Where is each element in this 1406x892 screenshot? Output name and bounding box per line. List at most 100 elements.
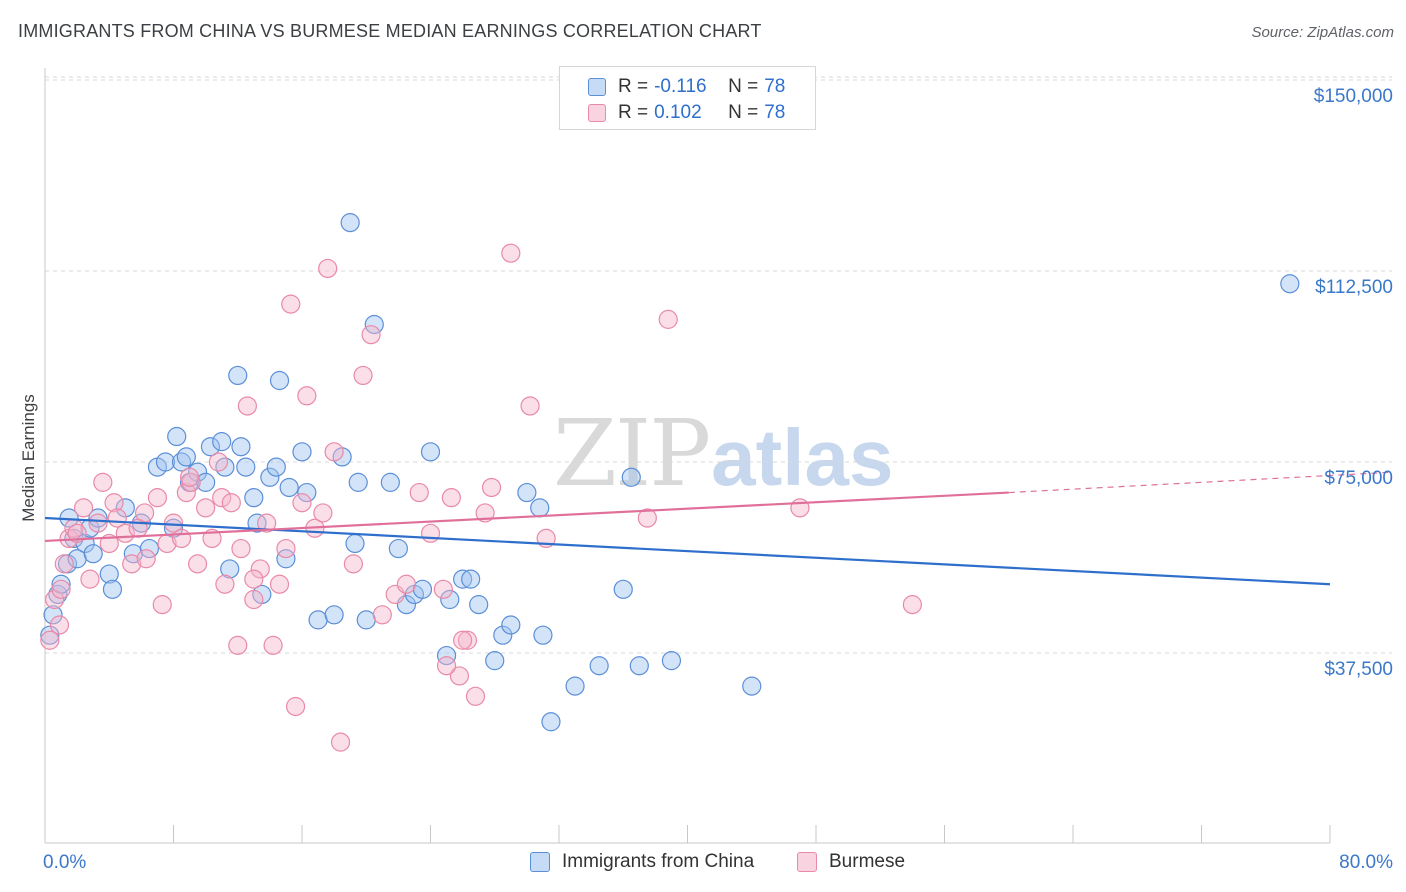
point-burmese xyxy=(453,630,473,650)
point-burmese xyxy=(292,493,312,513)
point-china xyxy=(412,579,433,599)
point-china xyxy=(215,457,235,477)
point-burmese xyxy=(449,666,470,686)
point-china xyxy=(88,508,108,528)
point-china xyxy=(420,442,441,462)
point-burmese xyxy=(269,574,290,594)
point-burmese xyxy=(40,630,60,650)
series-burmese-points xyxy=(40,243,922,752)
point-china xyxy=(279,477,299,498)
point-burmese xyxy=(318,258,338,279)
point-burmese xyxy=(250,559,270,579)
point-burmese xyxy=(902,595,922,615)
point-china xyxy=(260,467,280,487)
point-burmese xyxy=(228,635,248,655)
point-china xyxy=(440,589,460,610)
point-burmese xyxy=(281,294,301,314)
point-china xyxy=(155,452,176,472)
point-burmese xyxy=(51,579,71,599)
chart-title: IMMIGRANTS FROM CHINA VS BURMESE MEDIAN … xyxy=(18,21,762,41)
point-china xyxy=(115,498,135,518)
point-china xyxy=(236,457,256,477)
point-burmese xyxy=(465,686,486,706)
point-burmese xyxy=(263,635,283,655)
point-burmese xyxy=(343,554,363,574)
source-label: Source: ZipAtlas.com xyxy=(1251,24,1394,41)
point-burmese xyxy=(420,523,441,543)
point-china xyxy=(244,488,264,508)
point-china xyxy=(1280,274,1300,294)
point-burmese xyxy=(244,569,264,589)
point-burmese xyxy=(176,482,196,503)
legend-r-label: R = xyxy=(618,76,649,97)
legend-item-burmese[interactable]: Burmese xyxy=(797,851,905,873)
point-burmese xyxy=(520,396,540,416)
legend-item-china[interactable]: Immigrants from China xyxy=(530,851,754,873)
correlation-legend: R = -0.116 N = 78 R = 0.102 N = 78 xyxy=(559,66,816,130)
legend-r-value: -0.116 xyxy=(654,76,707,97)
point-burmese xyxy=(361,325,381,345)
point-burmese xyxy=(330,732,351,752)
point-burmese xyxy=(202,528,222,549)
legend-row-china: R = -0.116 N = 78 xyxy=(588,75,785,99)
point-burmese xyxy=(215,574,235,594)
point-burmese xyxy=(54,554,74,574)
point-china xyxy=(565,676,585,696)
point-burmese xyxy=(501,243,521,263)
point-burmese xyxy=(276,538,296,559)
point-burmese xyxy=(152,595,172,615)
point-burmese xyxy=(67,523,87,543)
point-china xyxy=(661,651,682,671)
point-burmese xyxy=(196,498,216,518)
point-china xyxy=(220,559,240,579)
point-china xyxy=(493,625,513,645)
legend-n-label: N = xyxy=(728,76,759,97)
legend-label-china: Immigrants from China xyxy=(562,851,755,872)
point-burmese xyxy=(396,574,417,594)
point-china xyxy=(380,472,400,492)
point-china xyxy=(453,569,473,589)
point-burmese xyxy=(179,467,200,487)
point-burmese xyxy=(658,309,678,329)
point-burmese xyxy=(285,696,306,717)
point-china xyxy=(176,447,196,467)
point-burmese xyxy=(790,498,810,518)
legend-r-value: 0.102 xyxy=(654,102,702,123)
legend-swatch-china xyxy=(530,852,550,872)
point-china xyxy=(345,533,365,554)
point-burmese xyxy=(104,493,124,513)
legend-row-burmese: R = 0.102 N = 78 xyxy=(588,101,785,125)
point-burmese xyxy=(297,386,317,406)
point-burmese xyxy=(171,528,192,549)
point-china xyxy=(485,651,505,671)
point-china xyxy=(356,610,376,630)
point-china xyxy=(541,712,561,732)
point-china xyxy=(297,482,317,503)
legend-n-value: 78 xyxy=(764,102,786,123)
y-axis-title: Median Earnings xyxy=(19,394,38,522)
point-burmese xyxy=(80,569,100,589)
point-china xyxy=(621,467,641,487)
point-china xyxy=(167,426,187,447)
point-china xyxy=(530,498,550,518)
point-burmese xyxy=(324,442,344,462)
point-china xyxy=(324,605,344,625)
x-tick-label-min: 0.0% xyxy=(43,852,87,873)
point-china xyxy=(99,564,119,584)
legend-label-burmese: Burmese xyxy=(829,851,906,872)
point-burmese xyxy=(409,482,429,503)
point-china xyxy=(436,645,457,666)
point-china xyxy=(269,370,290,391)
point-china xyxy=(40,625,60,645)
point-china xyxy=(308,610,328,630)
trend-lines xyxy=(44,471,1393,586)
point-burmese xyxy=(208,452,229,472)
point-burmese xyxy=(212,488,232,508)
point-china xyxy=(461,569,481,589)
point-china xyxy=(533,625,553,645)
legend-n-label: N = xyxy=(728,102,759,123)
point-burmese xyxy=(237,396,257,416)
x-tick-label-max: 80.0% xyxy=(1339,852,1393,873)
point-burmese xyxy=(187,554,208,574)
